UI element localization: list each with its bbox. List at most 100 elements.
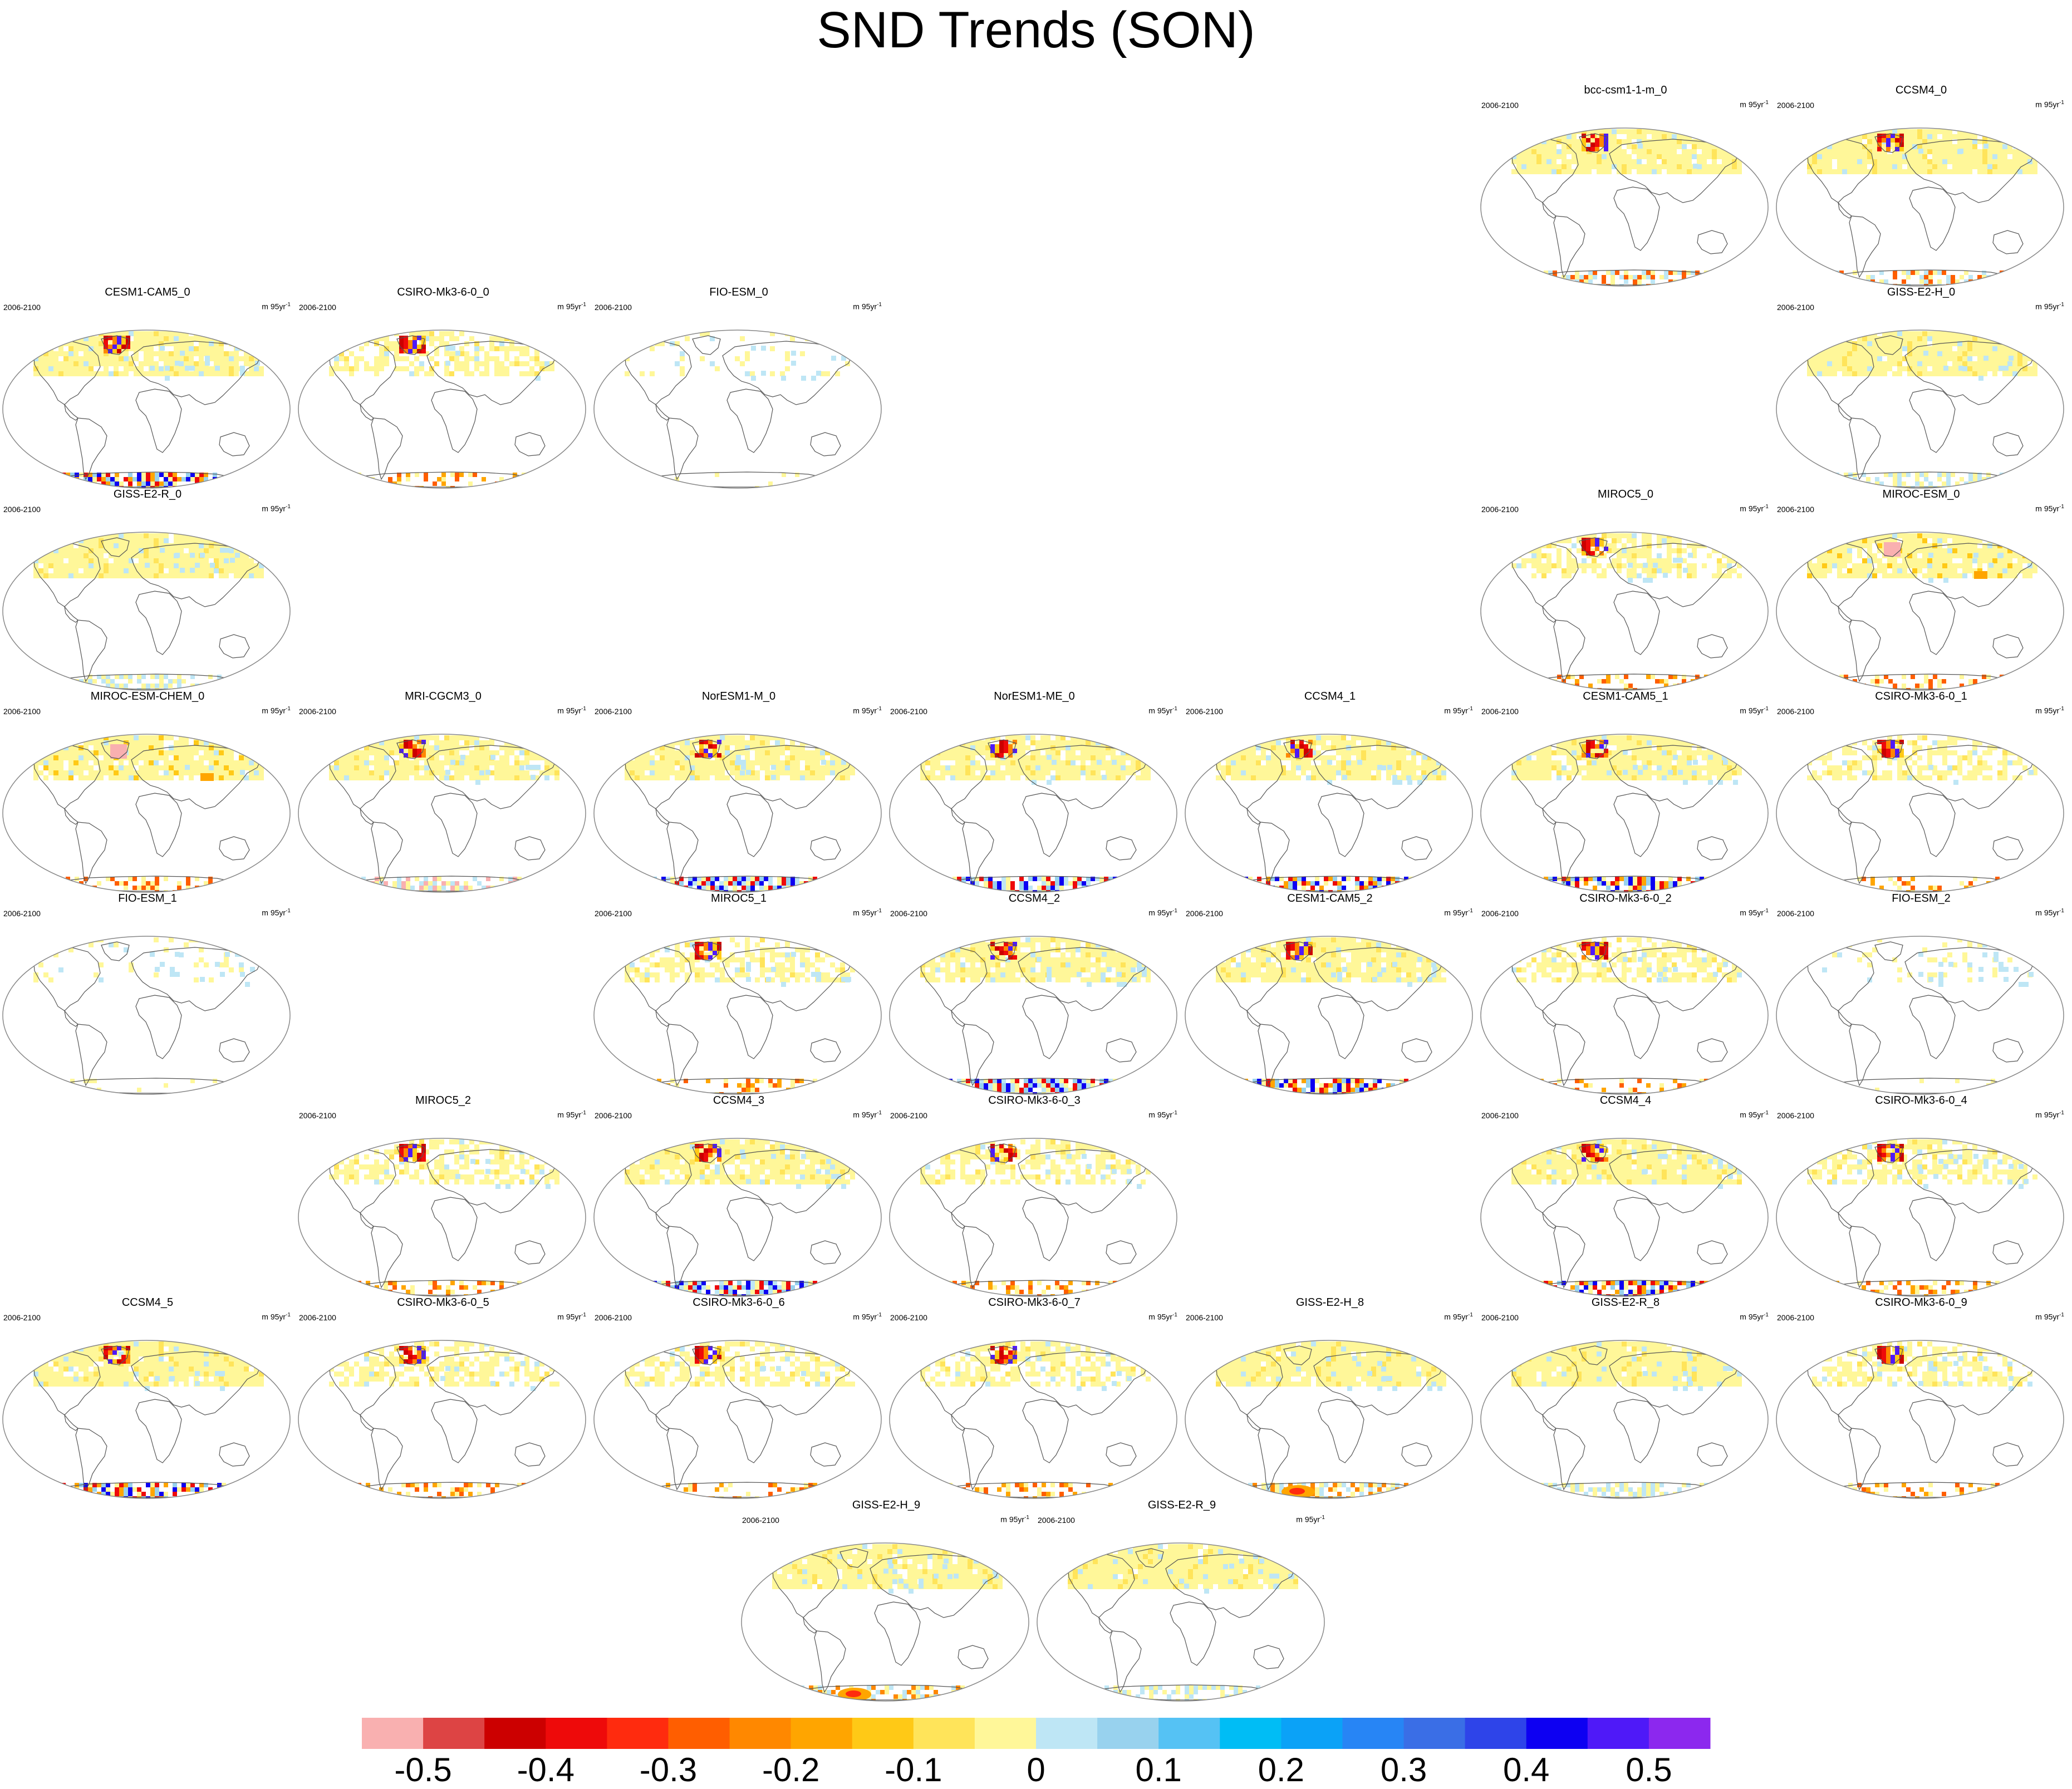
map-panel: CSIRO-Mk3-6-0_5 2006-2100 m 95yr-1 bbox=[296, 1296, 591, 1499]
map bbox=[889, 936, 1177, 1095]
panel-title: MIROC5_1 bbox=[710, 892, 767, 905]
colorbar-swatch bbox=[974, 1718, 1037, 1749]
map bbox=[593, 330, 882, 489]
unit-exponent: -1 bbox=[1172, 1312, 1177, 1318]
period-label: 2006-2100 bbox=[595, 1111, 632, 1120]
snow-depth-field bbox=[33, 533, 264, 690]
panel-title: CSIRO-Mk3-6-0_2 bbox=[1579, 892, 1672, 905]
map-frame bbox=[1776, 936, 2064, 1095]
unit-exponent: -1 bbox=[1764, 706, 1769, 712]
unit-exponent: -1 bbox=[1024, 1515, 1029, 1521]
map-panel: CSIRO-Mk3-6-0_1 2006-2100 m 95yr-1 bbox=[1774, 690, 2069, 893]
snow-depth-field bbox=[1216, 1341, 1446, 1498]
coastlines bbox=[1511, 739, 1740, 892]
map-frame bbox=[593, 1340, 882, 1499]
unit-text: m 95yr bbox=[262, 504, 286, 513]
unit-text: m 95yr bbox=[853, 1110, 877, 1119]
unit-label: m 95yr-1 bbox=[262, 704, 291, 716]
map-frame bbox=[889, 1138, 1177, 1297]
unit-exponent: -1 bbox=[581, 706, 586, 712]
map-panel: CSIRO-Mk3-6-0_3 2006-2100 m 95yr-1 bbox=[887, 1094, 1182, 1297]
map-frame bbox=[889, 734, 1177, 893]
map bbox=[1776, 936, 2064, 1095]
map bbox=[2, 936, 291, 1095]
map-frame bbox=[1776, 532, 2064, 691]
unit-label: m 95yr-1 bbox=[1148, 906, 1177, 918]
unit-label: m 95yr-1 bbox=[1444, 906, 1473, 918]
unit-label: m 95yr-1 bbox=[1148, 1310, 1177, 1322]
map-frame bbox=[1480, 532, 1769, 691]
map-panel: CESM1-CAM5_2 2006-2100 m 95yr-1 bbox=[1182, 892, 1477, 1095]
unit-label: m 95yr-1 bbox=[2035, 906, 2064, 918]
period-label: 2006-2100 bbox=[1777, 101, 1814, 110]
unit-text: m 95yr bbox=[853, 908, 877, 917]
panel-title: CCSM4_4 bbox=[1599, 1094, 1652, 1107]
panel-title: CSIRO-Mk3-6-0_1 bbox=[1875, 690, 1967, 702]
panel-title: CCSM4_0 bbox=[1895, 84, 1947, 96]
period-label: 2006-2100 bbox=[3, 505, 41, 514]
unit-exponent: -1 bbox=[2059, 100, 2064, 106]
map-frame bbox=[1480, 1340, 1769, 1499]
unit-label: m 95yr-1 bbox=[2035, 704, 2064, 716]
map-panel: GISS-E2-R_0 2006-2100 m 95yr-1 bbox=[0, 488, 295, 691]
period-label: 2006-2100 bbox=[1777, 303, 1814, 312]
map-panel: CSIRO-Mk3-6-0_7 2006-2100 m 95yr-1 bbox=[887, 1296, 1182, 1499]
unit-text: m 95yr bbox=[1740, 706, 1764, 715]
map-frame bbox=[1480, 1138, 1769, 1297]
unit-exponent: -1 bbox=[581, 302, 586, 308]
unit-label: m 95yr-1 bbox=[853, 1310, 882, 1322]
map bbox=[1776, 1138, 2064, 1297]
map bbox=[593, 1340, 882, 1499]
colorbar-tick-label: 0.5 bbox=[1626, 1751, 1672, 1788]
snow-depth-field bbox=[1812, 937, 2034, 1092]
map-panel: GISS-E2-R_9 2006-2100 m 95yr-1 bbox=[1034, 1498, 1329, 1702]
unit-label: m 95yr-1 bbox=[1444, 1310, 1473, 1322]
panel-title: bcc-csm1-1-m_0 bbox=[1584, 84, 1667, 96]
panel-title: CSIRO-Mk3-6-0_3 bbox=[988, 1094, 1081, 1107]
map-panel: CSIRO-Mk3-6-0_2 2006-2100 m 95yr-1 bbox=[1478, 892, 1773, 1095]
map bbox=[593, 936, 882, 1095]
unit-label: m 95yr-1 bbox=[262, 502, 291, 514]
map-panel: MIROC5_1 2006-2100 m 95yr-1 bbox=[591, 892, 886, 1095]
panel-title: MIROC-ESM-CHEM_0 bbox=[90, 690, 205, 702]
snow-depth-field bbox=[1216, 937, 1446, 1094]
map-frame bbox=[1776, 734, 2064, 893]
panel-title: FIO-ESM_0 bbox=[709, 286, 768, 298]
unit-exponent: -1 bbox=[1172, 706, 1177, 712]
snow-depth-field bbox=[625, 1139, 855, 1296]
unit-exponent: -1 bbox=[286, 504, 291, 510]
map-panel: MIROC5_2 2006-2100 m 95yr-1 bbox=[296, 1094, 591, 1297]
period-label: 2006-2100 bbox=[1186, 1313, 1223, 1322]
map bbox=[298, 734, 586, 893]
map bbox=[1037, 1542, 1325, 1702]
coastlines bbox=[1806, 1345, 2036, 1498]
period-label: 2006-2100 bbox=[595, 707, 632, 716]
colorbar-swatch bbox=[546, 1718, 607, 1749]
unit-label: m 95yr-1 bbox=[1296, 1513, 1325, 1525]
snow-depth-field bbox=[33, 331, 264, 488]
map bbox=[1480, 127, 1769, 287]
map-panel: MIROC-ESM_0 2006-2100 m 95yr-1 bbox=[1774, 488, 2069, 691]
snow-depth-field bbox=[1511, 1341, 1742, 1498]
unit-label: m 95yr-1 bbox=[1740, 704, 1769, 716]
unit-exponent: -1 bbox=[286, 1312, 291, 1318]
unit-exponent: -1 bbox=[1320, 1515, 1325, 1521]
period-label: 2006-2100 bbox=[1038, 1516, 1075, 1525]
panel-title: CSIRO-Mk3-6-0_0 bbox=[397, 286, 489, 298]
unit-text: m 95yr bbox=[262, 706, 286, 715]
unit-text: m 95yr bbox=[1740, 1110, 1764, 1119]
unit-text: m 95yr bbox=[2035, 504, 2060, 513]
panel-title: GISS-E2-H_9 bbox=[852, 1499, 921, 1511]
period-label: 2006-2100 bbox=[3, 707, 41, 716]
snow-depth-field bbox=[625, 1341, 855, 1498]
panel-title: MIROC-ESM_0 bbox=[1882, 488, 1960, 500]
unit-text: m 95yr bbox=[1444, 706, 1469, 715]
unit-text: m 95yr bbox=[262, 908, 286, 917]
coastlines bbox=[1511, 537, 1740, 690]
period-label: 2006-2100 bbox=[299, 1313, 336, 1322]
snow-depth-field bbox=[1807, 129, 2037, 286]
unit-text: m 95yr bbox=[1444, 1312, 1469, 1321]
panel-title: CSIRO-Mk3-6-0_7 bbox=[988, 1296, 1081, 1309]
unit-label: m 95yr-1 bbox=[853, 704, 882, 716]
period-label: 2006-2100 bbox=[595, 1313, 632, 1322]
